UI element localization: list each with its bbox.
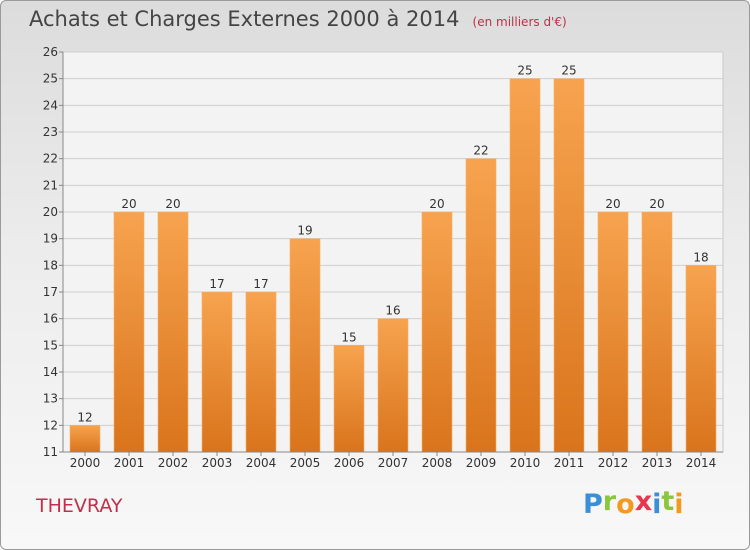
y-tick-label: 24 (43, 98, 58, 112)
y-tick-label: 11 (43, 445, 58, 459)
bar (641, 211, 673, 453)
x-tick-label: 2004 (246, 456, 277, 470)
bar-value-label: 20 (649, 197, 664, 211)
bar (333, 345, 365, 453)
chart-title: Achats et Charges Externes 2000 à 2014 (29, 7, 460, 31)
y-tick-label: 17 (43, 285, 58, 299)
bar (113, 211, 145, 453)
x-tick-label: 2009 (466, 456, 497, 470)
y-tick-label: 21 (43, 178, 58, 192)
x-tick-label: 2000 (70, 456, 101, 470)
bar (597, 211, 629, 453)
bar-value-label: 18 (693, 250, 708, 264)
y-tick-label: 25 (43, 72, 58, 86)
x-tick-label: 2012 (598, 456, 629, 470)
x-tick-label: 2003 (202, 456, 233, 470)
x-tick-label: 2005 (290, 456, 321, 470)
x-tick-label: 2011 (554, 456, 585, 470)
logo-letter: x (634, 486, 653, 517)
logo-letter: i (674, 489, 684, 520)
x-tick-label: 2006 (334, 456, 365, 470)
x-tick-label: 2008 (422, 456, 453, 470)
x-tick-label: 2001 (114, 456, 145, 470)
y-tick-label: 23 (43, 125, 58, 139)
bar-value-label: 22 (473, 144, 488, 158)
bar-value-label: 15 (341, 330, 356, 344)
bar-value-label: 17 (253, 277, 268, 291)
bar (509, 78, 541, 453)
logo-letter: r (602, 486, 617, 517)
bar (685, 265, 717, 453)
bar (553, 78, 585, 453)
x-tick-label: 2002 (158, 456, 189, 470)
y-tick-label: 13 (43, 392, 58, 406)
logo-letter: i (652, 489, 662, 520)
place-name: THEVRAY (36, 495, 123, 517)
bar-value-label: 12 (77, 410, 92, 424)
x-tick-label: 2014 (686, 456, 717, 470)
bar-value-label: 25 (561, 64, 576, 78)
bar (245, 291, 277, 453)
bar-value-label: 16 (385, 304, 400, 318)
x-tick-label: 2007 (378, 456, 409, 470)
y-tick-label: 12 (43, 418, 58, 432)
title-row: Achats et Charges Externes 2000 à 2014 (… (29, 7, 567, 31)
logo-letter: o (616, 489, 635, 520)
y-tick-label: 19 (43, 232, 58, 246)
logo-letter: t (661, 486, 675, 517)
y-tick-label: 22 (43, 152, 58, 166)
bar-value-label: 19 (297, 224, 312, 238)
bar (289, 238, 321, 453)
bar-value-label: 20 (121, 197, 136, 211)
y-tick-label: 20 (43, 205, 58, 219)
bar-value-label: 20 (605, 197, 620, 211)
logo-letter: P (583, 489, 603, 520)
y-tick-label: 26 (43, 45, 58, 59)
bar (377, 318, 409, 453)
y-tick-label: 14 (43, 365, 58, 379)
y-tick-label: 16 (43, 312, 58, 326)
bar (465, 158, 497, 453)
bar-value-label: 25 (517, 64, 532, 78)
bar (69, 425, 101, 453)
bar (157, 211, 189, 453)
y-tick-label: 15 (43, 338, 58, 352)
x-tick-label: 2013 (642, 456, 673, 470)
y-tick-label: 18 (43, 258, 58, 272)
bar-value-label: 20 (429, 197, 444, 211)
x-tick-label: 2010 (510, 456, 541, 470)
bar-value-label: 20 (165, 197, 180, 211)
bar (201, 291, 233, 453)
chart-subtitle: (en milliers d'€) (472, 15, 567, 29)
proxiti-logo: Proxiti (583, 486, 684, 520)
bar-value-label: 17 (209, 277, 224, 291)
bar (421, 211, 453, 453)
